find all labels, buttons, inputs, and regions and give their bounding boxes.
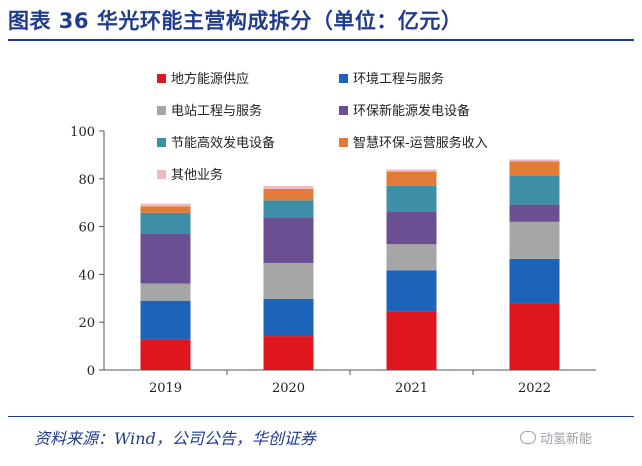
bar-segment	[263, 217, 314, 263]
bar-segment	[509, 175, 560, 205]
footer-divider	[8, 416, 634, 417]
bar-segment	[386, 270, 437, 312]
bar-segment	[263, 262, 314, 299]
bar-segment	[386, 244, 437, 271]
bar-segment	[509, 221, 560, 259]
bar-segment	[140, 212, 191, 234]
y-tick-label: 100	[70, 125, 95, 140]
bar-segment	[509, 303, 560, 370]
bar-segment	[263, 336, 314, 370]
y-tick-label: 40	[78, 268, 95, 283]
wechat-icon	[520, 431, 536, 444]
bar-segment	[386, 212, 437, 245]
legend-swatch	[157, 170, 166, 179]
watermark: 动氢新能	[520, 428, 592, 447]
bar-segment	[386, 185, 437, 213]
bar-segment	[140, 206, 191, 213]
legend-label: 环境工程与服务	[353, 71, 444, 87]
axes: 0 20 40 60 80 100 2019 2020 2021 2022	[70, 125, 596, 396]
legend-label: 地方能源供应	[171, 71, 249, 87]
bars	[140, 159, 560, 370]
bar-segment	[263, 188, 314, 201]
x-tick-label: 2022	[518, 381, 551, 396]
legend-swatch	[157, 74, 166, 83]
legend-swatch	[339, 106, 348, 115]
legend-swatch	[157, 138, 166, 147]
legend-label: 环保新能源发电设备	[353, 103, 470, 119]
title-divider	[8, 39, 634, 41]
watermark-text: 动氢新能	[540, 432, 593, 447]
bar-segment	[509, 204, 560, 222]
bar-segment	[386, 171, 437, 186]
y-tick-label: 0	[87, 364, 95, 379]
legend-label: 电站工程与服务	[171, 103, 262, 119]
bar-segment	[386, 311, 437, 370]
x-tick-label: 2020	[272, 381, 305, 396]
legend-label: 智慧环保-运营服务收入	[353, 135, 488, 151]
legend-label: 其他业务	[171, 167, 223, 183]
bar-segment	[140, 283, 191, 301]
y-tick-label: 60	[78, 221, 95, 236]
y-tick-label: 20	[78, 316, 95, 331]
bar-segment	[263, 298, 314, 337]
bar-segment	[509, 159, 560, 162]
bar-segment	[386, 169, 437, 172]
legend-swatch	[157, 106, 166, 115]
y-tick-label: 80	[78, 173, 95, 188]
source-note: 资料来源：Wind，公司公告，华创证券	[34, 429, 316, 448]
chart-title: 图表 36 华光环能主营构成拆分（单位：亿元）	[8, 9, 463, 33]
bar-segment	[509, 258, 560, 304]
bar-segment	[509, 161, 560, 176]
x-tick-label: 2021	[395, 381, 428, 396]
bar-segment	[263, 200, 314, 218]
bar-segment	[140, 203, 191, 207]
bar-segment	[263, 185, 314, 189]
bar-segment	[140, 339, 191, 370]
legend-label: 节能高效发电设备	[171, 135, 275, 151]
legend-swatch	[339, 74, 348, 83]
bar-segment	[140, 300, 191, 340]
legend-swatch	[339, 138, 348, 147]
x-tick-label: 2019	[149, 381, 182, 396]
bar-segment	[140, 233, 191, 284]
